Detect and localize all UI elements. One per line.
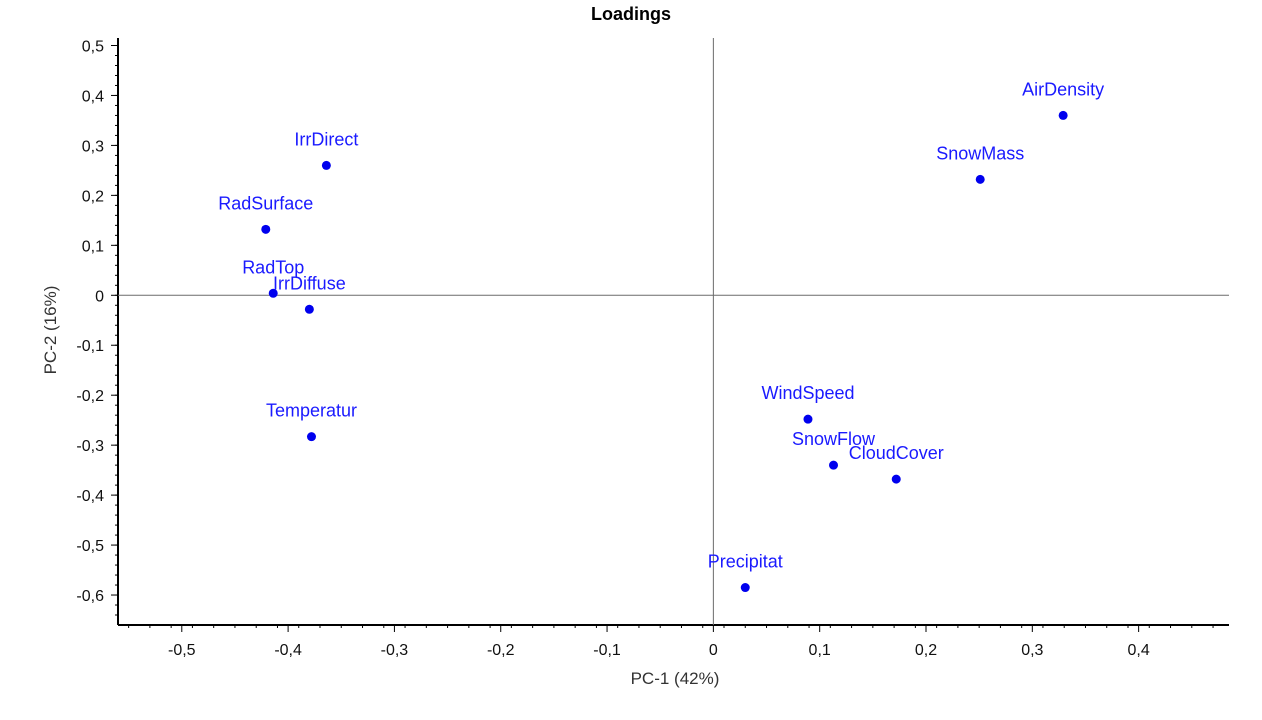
point-label-radtop: RadTop bbox=[242, 257, 304, 277]
y-tick-label: 0,5 bbox=[82, 38, 104, 55]
y-tick-label: -0,3 bbox=[76, 438, 104, 455]
x-tick-label: 0,1 bbox=[809, 642, 831, 659]
y-tick-label: -0,5 bbox=[76, 538, 104, 555]
point-airdensity bbox=[1058, 110, 1068, 120]
point-radtop bbox=[268, 288, 278, 298]
point-precipitat bbox=[740, 583, 750, 593]
y-tick-label: 0,1 bbox=[82, 238, 104, 255]
point-cloudcover bbox=[891, 474, 901, 484]
point-label-precipitat: Precipitat bbox=[708, 552, 783, 572]
data-points: AirDensity SnowMass IrrDirect RadSurface Rad… bbox=[218, 79, 1104, 593]
point-label-snowmass: SnowMass bbox=[936, 143, 1024, 163]
x-tick-label: -0,2 bbox=[487, 642, 515, 659]
point-irrdirect bbox=[321, 160, 331, 170]
y-tick-label: 0,2 bbox=[82, 188, 104, 205]
x-tick-label: -0,1 bbox=[593, 642, 621, 659]
point-label-irrdirect: IrrDirect bbox=[294, 129, 358, 149]
x-tick-label: -0,3 bbox=[381, 642, 409, 659]
point-windspeed bbox=[803, 414, 813, 424]
y-tick-label: 0,4 bbox=[82, 88, 104, 105]
x-axis-label: PC-1 (42%) bbox=[631, 669, 720, 688]
y-tick-label: 0 bbox=[95, 288, 104, 305]
y-tick-label: -0,4 bbox=[76, 488, 104, 505]
y-tick-label: -0,6 bbox=[76, 588, 104, 605]
point-label-windspeed: WindSpeed bbox=[761, 383, 854, 403]
x-tick-label: 0,2 bbox=[915, 642, 937, 659]
y-axis-label: PC-2 (16%) bbox=[41, 286, 60, 375]
y-tick-label: -0,1 bbox=[76, 338, 104, 355]
point-label-temperatur: Temperatur bbox=[266, 401, 357, 421]
point-snowflow bbox=[829, 460, 839, 470]
x-tick-label: 0,3 bbox=[1021, 642, 1043, 659]
point-label-airdensity: AirDensity bbox=[1022, 79, 1104, 99]
point-temperatur bbox=[306, 432, 316, 442]
x-tick-label: -0,4 bbox=[274, 642, 302, 659]
y-tick-label: -0,2 bbox=[76, 388, 104, 405]
point-label-radsurface: RadSurface bbox=[218, 193, 313, 213]
x-tick-label: 0,4 bbox=[1128, 642, 1150, 659]
point-snowmass bbox=[975, 174, 985, 184]
y-tick-label: 0,3 bbox=[82, 138, 104, 155]
chart-title: Loadings bbox=[591, 4, 671, 24]
x-tick-label: 0 bbox=[709, 642, 718, 659]
point-radsurface bbox=[261, 224, 271, 234]
point-label-cloudcover: CloudCover bbox=[849, 443, 944, 463]
point-label-snowflow: SnowFlow bbox=[792, 429, 876, 449]
axes: -0,5 -0,4 -0,3 -0,2 -0,1 0 0,1 0,2 0,3 0,4 0,5 0,4 0… bbox=[76, 38, 1229, 659]
point-irrdiffuse bbox=[304, 304, 314, 314]
point-label-irrdiffuse: IrrDiffuse bbox=[273, 273, 346, 293]
x-tick-label: -0,5 bbox=[168, 642, 196, 659]
